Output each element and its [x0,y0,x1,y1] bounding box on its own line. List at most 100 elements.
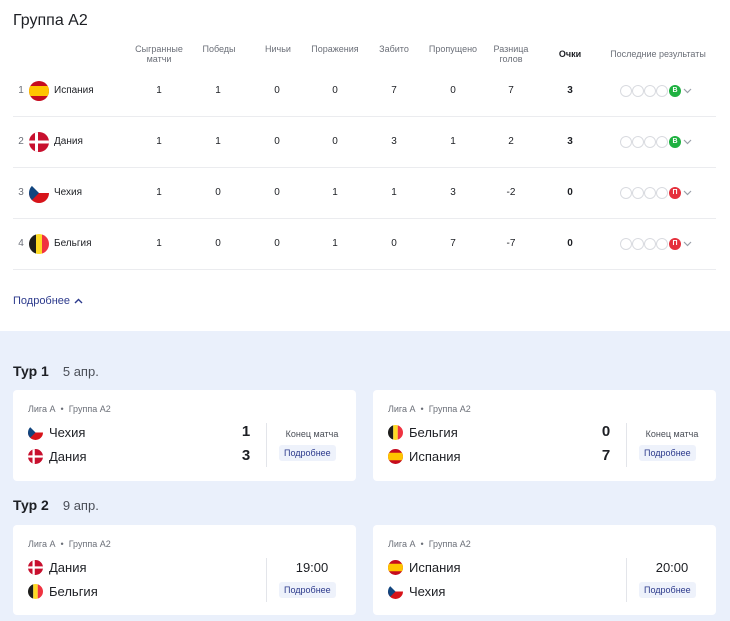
header-draws: Ничьи [265,44,291,54]
stat-conceded: 3 [450,187,456,198]
divider [626,558,627,602]
home-team-name: Бельгия [409,424,458,440]
denmark-flag [28,448,43,464]
tour-heading: Тур 2 9 апр. [13,497,99,513]
belgium-flag [29,234,49,254]
table-row[interactable]: 2 Дания 1 1 0 0 3 1 2 3 В [13,117,716,168]
away-score: 7 [601,447,611,464]
header-points: Очки [558,49,582,59]
group-name: Группа A2 [428,539,471,549]
details-button[interactable]: Подробнее [639,582,696,598]
header-form: Последние результаты [610,49,706,59]
league-name: Лига А [388,404,416,414]
details-button[interactable]: Подробнее [279,582,336,598]
chevron-down-icon[interactable] [683,188,693,198]
team-name: Бельгия [54,238,92,249]
divider [626,423,627,467]
stat-played: 1 [156,238,162,249]
match-status: Конец матча [285,429,339,439]
result-empty-icon [620,136,632,148]
group-name: Группа A2 [68,404,111,414]
home-team: Испания [388,559,461,575]
match-card[interactable]: Лига А • Группа A2 Чехия Дания 1 3 Конец матч… [13,390,356,481]
table-row[interactable]: 3 Чехия 1 0 0 1 1 3 -2 0 П [13,168,716,219]
more-link-label: Подробнее [13,295,71,307]
stat-losses: 0 [332,85,338,96]
stat-conceded: 0 [450,85,456,96]
result-empty-icon [656,187,668,199]
match-card[interactable]: Лига А • Группа A2 Испания Чехия 20:00 Подро… [373,525,716,615]
stat-wins: 1 [215,85,221,96]
result-empty-icon [656,238,668,250]
away-team: Чехия [388,583,445,599]
team-name: Чехия [54,187,83,198]
stat-draws: 0 [274,85,280,96]
result-empty-icon [644,85,656,97]
table-row[interactable]: 1 Испания 1 1 0 0 7 0 7 3 В [13,66,716,117]
result-empty-icon [620,187,632,199]
result-badge: П [669,187,681,199]
result-empty-icon [656,136,668,148]
result-badge: В [669,136,681,148]
tour-label: Тур 1 [13,363,49,379]
stat-diff: -7 [506,238,516,249]
result-empty-icon [644,136,656,148]
chevron-down-icon[interactable] [683,86,693,96]
result-empty-icon [620,238,632,250]
table-row[interactable]: 4 Бельгия 1 0 0 1 0 7 -7 0 П [13,219,716,270]
stat-losses: 0 [332,136,338,147]
header-scored: Забито [379,44,409,54]
away-team: Испания [388,448,461,464]
header-wins: Победы [202,44,236,54]
match-card[interactable]: Лига А • Группа A2 Бельгия Испания 0 7 Конец … [373,390,716,481]
czechia-flag [388,583,403,599]
stat-diff: -2 [506,187,516,198]
divider [266,423,267,467]
details-button[interactable]: Подробнее [279,445,336,461]
league-name: Лига А [28,404,56,414]
spain-flag [388,559,403,575]
stat-scored: 0 [391,238,397,249]
league-name: Лига А [28,539,56,549]
result-empty-icon [632,238,644,250]
last-results: П [620,186,693,200]
match-meta: Лига А • Группа A2 [388,404,471,414]
team-name: Дания [54,136,83,147]
match-card[interactable]: Лига А • Группа A2 Дания Бельгия 19:00 Подро… [13,525,356,615]
more-link[interactable]: Подробнее [13,295,83,307]
chevron-down-icon[interactable] [683,239,693,249]
details-button[interactable]: Подробнее [639,445,696,461]
home-score: 0 [601,423,611,440]
standings-section: Группа A2 Сыгранные матчи Победы Ничьи П… [13,12,716,307]
home-team-name: Дания [49,559,87,575]
away-team: Бельгия [28,583,98,599]
result-empty-icon [632,85,644,97]
stat-diff: 2 [508,136,514,147]
stat-losses: 1 [332,238,338,249]
home-team: Бельгия [388,424,458,440]
stat-points: 0 [567,238,573,249]
group-name: Группа A2 [428,404,471,414]
match-time: 19:00 [295,560,329,575]
stat-points: 0 [567,187,573,198]
result-empty-icon [620,85,632,97]
away-score: 3 [241,447,251,464]
away-team-name: Испания [409,448,461,464]
stat-diff: 7 [508,85,514,96]
stat-draws: 0 [274,187,280,198]
result-badge: П [669,238,681,250]
home-score: 1 [241,423,251,440]
stat-points: 3 [567,136,573,147]
team-name: Испания [54,85,94,96]
away-team-name: Бельгия [49,583,98,599]
result-empty-icon [632,136,644,148]
league-name: Лига А [388,539,416,549]
match-meta: Лига А • Группа A2 [28,539,111,549]
result-empty-icon [632,187,644,199]
home-team: Чехия [28,424,85,440]
home-team: Дания [28,559,87,575]
spain-flag [29,81,49,101]
result-empty-icon [644,187,656,199]
chevron-down-icon[interactable] [683,137,693,147]
group-name: Группа A2 [68,539,111,549]
